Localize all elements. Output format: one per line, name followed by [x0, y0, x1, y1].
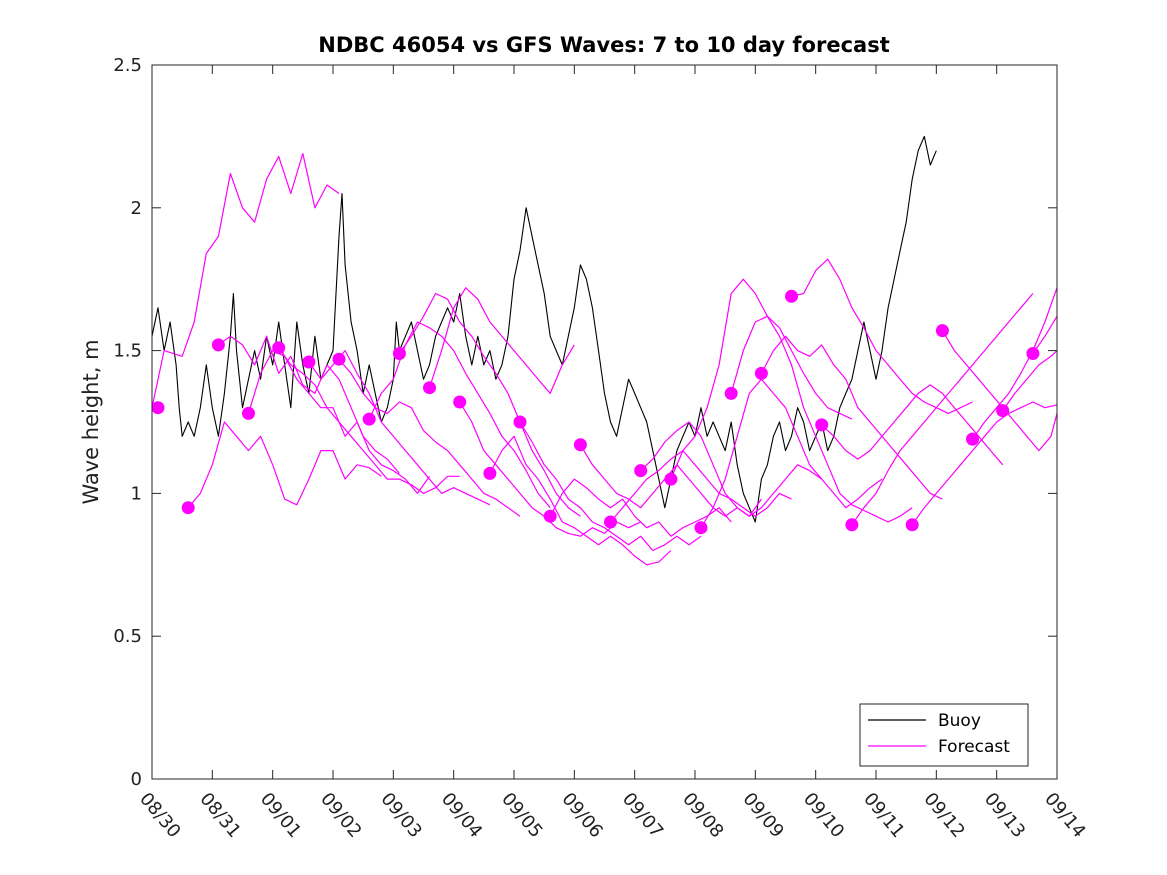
forecast-series-line-17 — [640, 421, 823, 517]
forecast-series-line-28 — [1002, 350, 1058, 411]
legend: Buoy Forecast — [859, 703, 1029, 767]
legend-box — [859, 703, 1029, 767]
forecast-series-line-20 — [730, 315, 913, 523]
y-axis-label: Wave height, m — [79, 339, 103, 504]
forecast-series-line-23 — [821, 384, 1004, 466]
forecast-series-line-12 — [489, 435, 672, 566]
y-tick-label-5: 2.5 — [113, 55, 142, 76]
forecast-series-line-27 — [972, 287, 1058, 440]
plot-area — [152, 65, 1057, 779]
forecast-marker-12 — [513, 415, 527, 429]
forecast-marker-16 — [634, 464, 648, 478]
forecast-marker-6 — [332, 352, 346, 366]
forecast-marker-11 — [483, 466, 497, 480]
forecast-series-line-14 — [549, 478, 732, 537]
forecast-marker-17 — [664, 472, 678, 486]
forecast-series-line-15 — [579, 444, 762, 517]
forecast-series-line-19 — [700, 378, 883, 529]
forecast-series-line-22 — [791, 258, 973, 414]
chart-title: NDBC 46054 vs GFS Waves: 7 to 10 day for… — [318, 33, 889, 57]
forecast-marker-21 — [785, 289, 798, 303]
forecast-series-line-10 — [428, 287, 575, 394]
forecast-marker-27 — [996, 404, 1010, 418]
forecast-marker-7 — [362, 412, 376, 426]
forecast-marker-13 — [543, 509, 557, 523]
forecast-marker-28 — [1026, 347, 1040, 360]
forecast-marker-15 — [604, 515, 617, 529]
y-tick-label-2: 1 — [131, 483, 142, 504]
forecast-series-line-5 — [278, 347, 460, 494]
y-tick-label-0: 0 — [131, 769, 142, 790]
forecast-marker-24 — [905, 518, 919, 532]
forecast-series-line-3 — [218, 335, 400, 474]
forecast-series-line-13 — [519, 421, 702, 552]
forecast-marker-25 — [935, 324, 949, 338]
forecast-series-line-25 — [911, 401, 1058, 526]
forecast-marker-8 — [392, 347, 406, 360]
forecast-marker-22 — [815, 418, 829, 432]
forecast-marker-5 — [302, 355, 316, 369]
forecast-series-line-24 — [851, 293, 1034, 526]
y-tick-label-1: 0.5 — [113, 626, 142, 647]
forecast-series-line-21 — [760, 335, 943, 500]
forecast-series-line-2 — [187, 421, 382, 509]
forecast-series-line-8 — [368, 321, 551, 509]
forecast-marker-10 — [453, 395, 467, 409]
legend-forecast-label: Forecast — [938, 737, 1010, 757]
forecast-marker-2 — [211, 338, 225, 352]
forecast-marker-23 — [845, 518, 859, 532]
forecast-marker-18 — [694, 521, 708, 535]
forecast-series-line-18 — [670, 278, 853, 480]
forecast-marker-19 — [724, 386, 738, 400]
forecast-marker-4 — [272, 341, 286, 355]
forecast-marker-3 — [242, 406, 255, 420]
forecast-series-line-1 — [151, 152, 340, 408]
legend-buoy-label: Buoy — [938, 711, 981, 731]
forecast-marker-20 — [754, 366, 768, 380]
forecast-marker-14 — [573, 438, 587, 452]
y-tick-label-4: 2 — [131, 198, 142, 219]
forecast-series-line-16 — [610, 450, 792, 523]
forecast-marker-0 — [151, 401, 165, 415]
plot-frame — [151, 64, 1058, 780]
forecast-series-line-29 — [1032, 315, 1058, 354]
forecast-marker-1 — [181, 501, 195, 515]
forecast-series-line-9 — [398, 292, 581, 517]
forecast-series-line-7 — [338, 358, 521, 517]
series-layer — [151, 135, 1058, 566]
forecast-marker-26 — [966, 432, 979, 446]
y-tick-label-3: 1.5 — [113, 341, 142, 362]
forecast-marker-layer — [151, 289, 1040, 535]
forecast-marker-9 — [423, 381, 436, 395]
